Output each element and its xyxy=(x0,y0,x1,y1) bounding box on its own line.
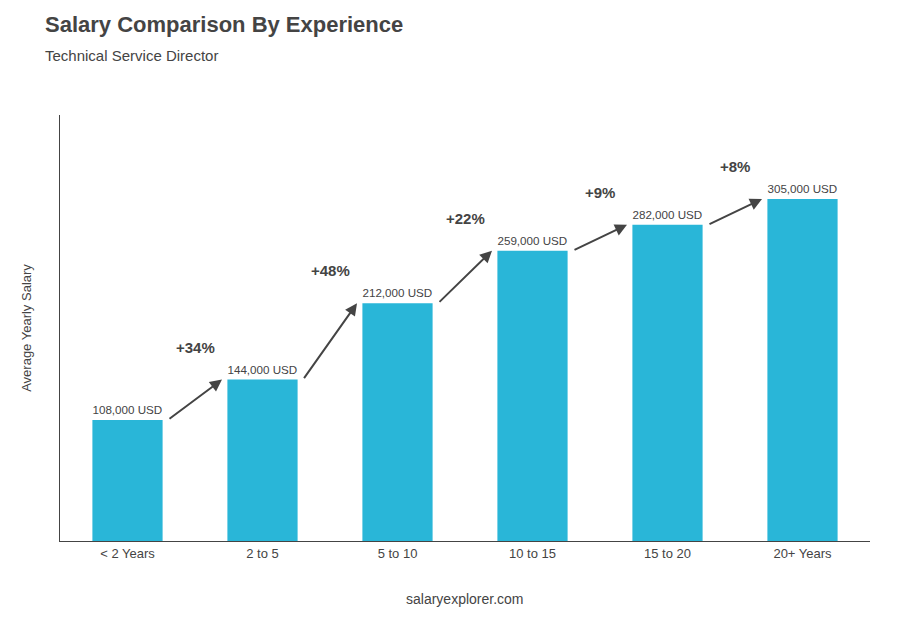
svg-text:305,000 USD: 305,000 USD xyxy=(767,182,837,195)
svg-text:Salary Comparison By Experienc: Salary Comparison By ExperienceTechnical… xyxy=(45,12,403,64)
svg-text:5 to 10: 5 to 10 xyxy=(378,546,418,561)
svg-text:20+ Years: 20+ Years xyxy=(773,546,832,561)
svg-text:144,000 USD: 144,000 USD xyxy=(227,363,297,376)
svg-text:10 to 15: 10 to 15 xyxy=(509,546,556,561)
svg-text:+9%: +9% xyxy=(585,184,615,201)
svg-text:< 2 Years: < 2 Years xyxy=(100,546,155,561)
svg-text:282,000 USD: 282,000 USD xyxy=(632,208,702,221)
svg-text:108,000 USD: 108,000 USD xyxy=(92,403,162,416)
svg-text:259,000 USD: 259,000 USD xyxy=(497,234,567,247)
svg-text:salaryexplorer.com: salaryexplorer.com xyxy=(406,591,524,607)
svg-text:+48%: +48% xyxy=(311,262,350,279)
svg-text:+22%: +22% xyxy=(446,210,485,227)
svg-text:2 to 5: 2 to 5 xyxy=(246,546,279,561)
svg-text:+34%: +34% xyxy=(176,339,215,356)
svg-text:15 to 20: 15 to 20 xyxy=(644,546,691,561)
svg-text:212,000 USD: 212,000 USD xyxy=(362,286,432,299)
svg-text:Average Yearly Salary: Average Yearly Salary xyxy=(19,264,34,392)
svg-text:+8%: +8% xyxy=(720,158,750,175)
